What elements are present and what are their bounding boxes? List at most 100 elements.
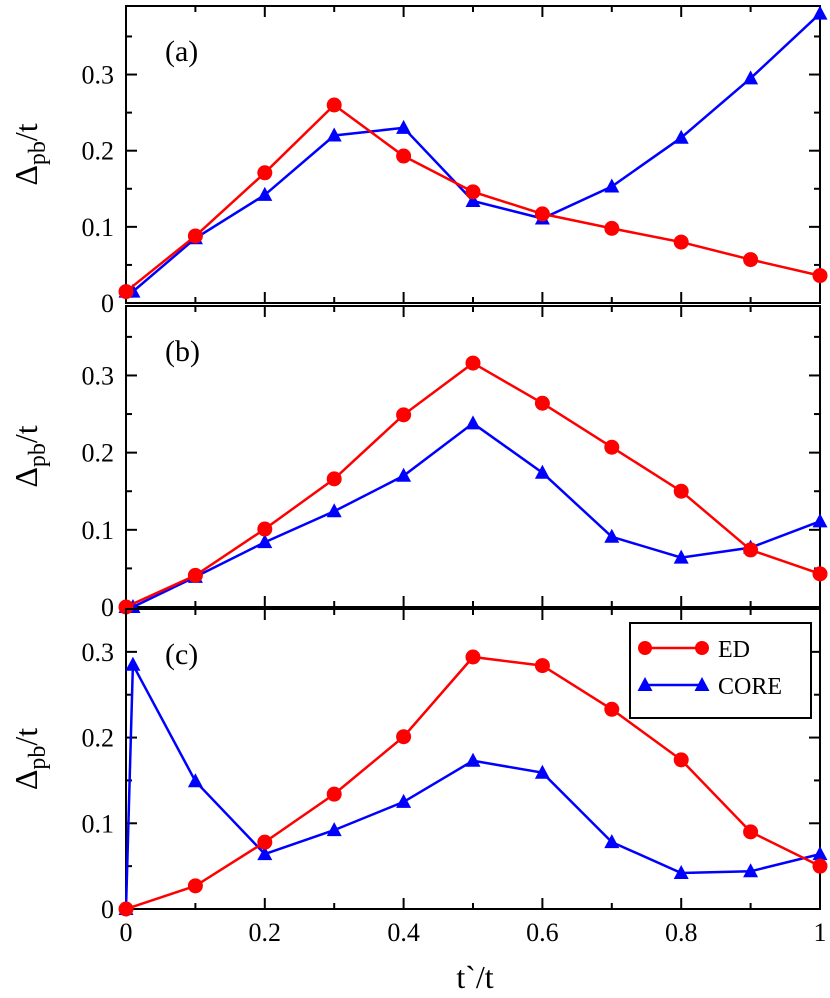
point-ed	[118, 284, 134, 300]
y-axis-title-delta: Δ	[8, 467, 44, 488]
y-axis-title-tail: /t	[8, 123, 44, 141]
panel-label: (b)	[165, 335, 200, 368]
legend: ED CORE	[629, 622, 812, 719]
point-core	[812, 846, 828, 861]
point-ed	[604, 220, 620, 236]
point-core	[125, 656, 141, 671]
point-ed	[187, 228, 203, 244]
point-core	[396, 467, 412, 482]
point-core	[326, 503, 342, 518]
y-axis-title-delta: Δ	[8, 165, 44, 186]
point-ed	[673, 483, 689, 499]
point-ed	[534, 206, 550, 222]
point-ed	[465, 649, 481, 665]
panel-label: (a)	[165, 35, 198, 68]
point-core	[465, 192, 481, 207]
y-tick-label: 0.3	[82, 61, 115, 90]
panel-c: 0 0.1 0.2 0.3 0 0.2 0.4 0.6 0.8 1 (c) Δpb/t	[8, 608, 828, 947]
panel-a: 0 0.1 0.2 0.3 (a) Δpb/t	[8, 5, 828, 318]
legend-frame	[629, 622, 812, 719]
legend-core-label: CORE	[718, 674, 782, 700]
point-core	[673, 865, 689, 879]
point-core	[604, 178, 620, 193]
point-ed	[396, 729, 412, 745]
point-ed	[812, 858, 828, 874]
panel-b: 0 0.1 0.2 0.3 (b) Δpb/t	[8, 305, 828, 622]
y-tick-label: 0.2	[82, 724, 115, 753]
point-ed	[257, 834, 273, 850]
point-ed	[812, 268, 828, 284]
point-ed	[396, 407, 412, 423]
point-ed	[326, 786, 342, 802]
point-ed	[743, 542, 759, 558]
point-ed	[396, 148, 412, 164]
series-line-core	[124, 659, 821, 910]
y-tick-label: 0.1	[82, 213, 115, 242]
y-axis-title-delta: Δ	[8, 770, 44, 791]
point-core	[326, 822, 342, 837]
y-tick-label: 0	[101, 895, 114, 924]
point-ed	[743, 824, 759, 840]
point-ed	[257, 521, 273, 537]
point-core	[257, 846, 273, 861]
legend-core-marker-left	[637, 677, 653, 691]
legend-core-marker-right	[694, 677, 710, 691]
y-axis-title-tail: /t	[8, 425, 44, 443]
legend-ed-label: ED	[718, 637, 750, 663]
y-axis-title: Δpb/t	[8, 728, 51, 790]
y-axis-title-subscript: pb	[25, 443, 51, 467]
point-core	[396, 793, 412, 808]
y-tick-label: 0.3	[82, 361, 115, 390]
point-ed	[604, 439, 620, 455]
point-core	[257, 534, 273, 549]
point-core	[257, 186, 273, 201]
point-ed	[187, 878, 203, 894]
x-tick-label: 0.4	[387, 918, 420, 947]
point-core	[673, 549, 689, 564]
y-tick-label: 0.2	[82, 137, 115, 166]
legend-ed-marker-right	[695, 641, 709, 655]
y-axis-title: Δpb/t	[8, 123, 51, 185]
x-axis-title: t`/t	[456, 959, 493, 995]
y-axis-title-subscript: pb	[25, 141, 51, 165]
point-core	[326, 127, 342, 142]
legend-ed-marker-left	[638, 641, 652, 655]
point-core	[743, 70, 759, 85]
x-tick-label: 0.6	[526, 918, 559, 947]
point-core	[534, 764, 550, 779]
point-ed	[604, 701, 620, 717]
point-ed	[465, 184, 481, 200]
x-tick-label: 0.8	[665, 918, 698, 947]
y-axis-title: Δpb/t	[8, 425, 51, 487]
point-ed	[534, 658, 550, 674]
point-core	[812, 5, 828, 20]
point-ed	[187, 567, 203, 583]
y-tick-label: 0.3	[82, 638, 115, 667]
point-core	[743, 863, 759, 878]
series-line-core	[126, 12, 821, 293]
series-line-core	[126, 421, 821, 609]
y-axis-title-tail: /t	[8, 728, 44, 746]
series-line-ed	[125, 361, 821, 609]
point-core	[604, 834, 620, 849]
point-ed	[534, 395, 550, 411]
point-ed	[673, 752, 689, 768]
plot-frame	[125, 5, 821, 304]
point-core	[396, 119, 412, 134]
y-tick-label: 0.2	[82, 439, 115, 468]
point-core	[465, 415, 481, 430]
point-ed	[118, 901, 134, 917]
point-core	[673, 129, 689, 144]
x-tick-label: 0	[120, 918, 133, 947]
point-core	[465, 752, 481, 767]
point-core	[187, 773, 203, 788]
point-ed	[465, 355, 481, 371]
point-ed	[326, 97, 342, 113]
y-tick-label: 0.1	[82, 809, 115, 838]
plot-frame	[125, 305, 821, 608]
y-tick-label: 0	[101, 289, 114, 318]
point-core	[534, 464, 550, 479]
point-core	[812, 513, 828, 528]
y-tick-label: 0	[101, 593, 114, 622]
